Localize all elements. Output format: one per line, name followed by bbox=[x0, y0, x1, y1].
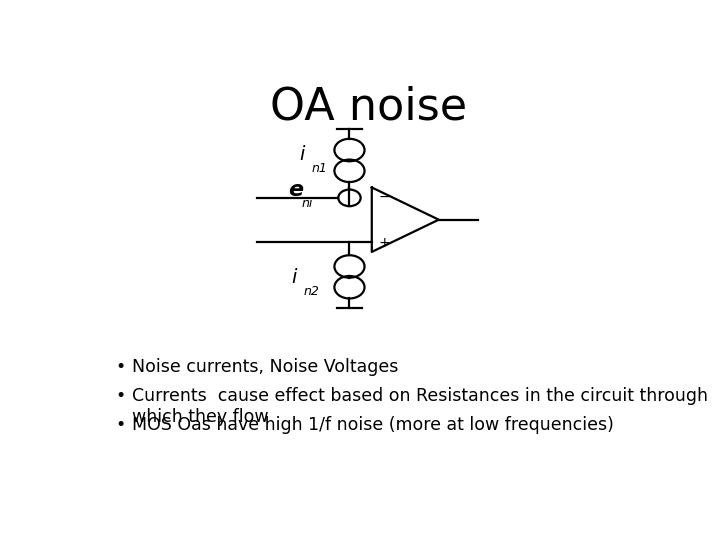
Text: •: • bbox=[115, 387, 125, 405]
Text: OA noise: OA noise bbox=[271, 85, 467, 129]
Text: −: − bbox=[379, 190, 390, 204]
Text: •: • bbox=[115, 358, 125, 376]
Text: i: i bbox=[291, 268, 296, 287]
Text: Noise currents, Noise Voltages: Noise currents, Noise Voltages bbox=[132, 358, 398, 376]
Text: e: e bbox=[288, 179, 303, 200]
Text: Currents  cause effect based on Resistances in the circuit through which they fl: Currents cause effect based on Resistanc… bbox=[132, 387, 708, 426]
Text: +: + bbox=[379, 236, 390, 250]
Text: n2: n2 bbox=[303, 285, 319, 298]
Text: ni: ni bbox=[302, 197, 313, 210]
Text: i: i bbox=[300, 145, 305, 164]
Text: MOS Oas have high 1/f noise (more at low frequencies): MOS Oas have high 1/f noise (more at low… bbox=[132, 416, 613, 434]
Text: •: • bbox=[115, 416, 125, 434]
Text: n1: n1 bbox=[312, 161, 328, 174]
